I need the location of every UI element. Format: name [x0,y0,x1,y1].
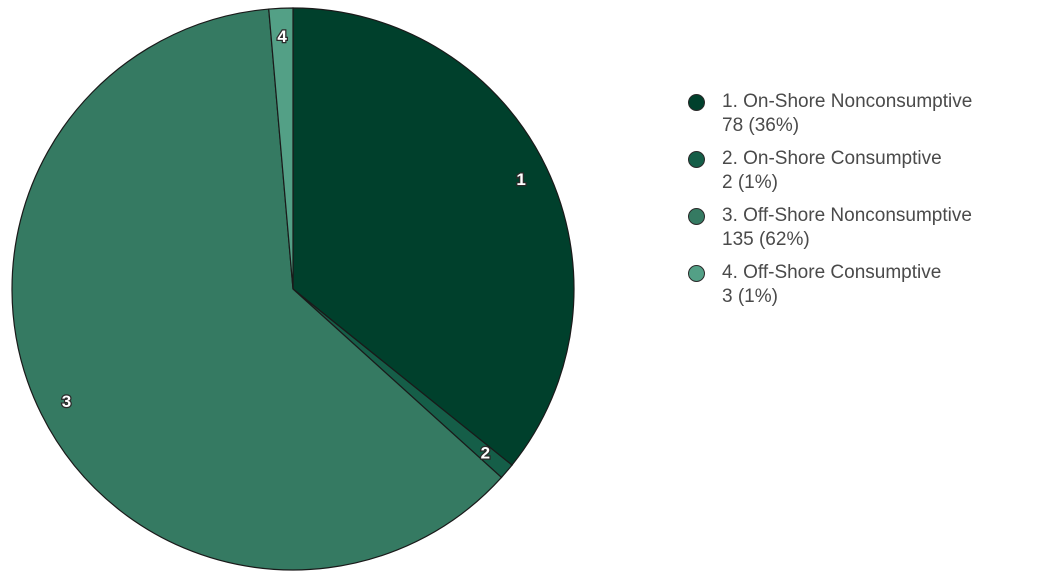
legend-item-1: 1. On-Shore Nonconsumptive 78 (36%) [686,90,1056,138]
pie-slice-1 [292,7,575,466]
pie-slice-label-1: 1 [516,170,525,189]
pie-slice-4 [268,7,294,290]
legend-swatch-icon [688,151,705,168]
legend-swatch-icon [688,265,705,282]
legend-item-3: 3. Off-Shore Nonconsumptive 135 (62%) [686,204,1056,252]
legend-swatch-icon [688,94,705,111]
pie-slice-label-2: 2 [481,444,490,463]
pie-slices [11,7,575,571]
pie-slice-labels: 1 2 3 4 [61,26,528,464]
legend-entry-name: 1. On-Shore Nonconsumptive [722,91,973,112]
legend-swatch-icon [688,208,705,225]
legend-entry-value: 3 (1%) [722,286,778,307]
chart-legend: 1. On-Shore Nonconsumptive 78 (36%) 2. On-… [686,90,1056,318]
pie-slice-label-4: 4 [277,27,287,46]
legend-entry-value: 78 (36%) [722,115,800,136]
legend-entry-name: 3. Off-Shore Nonconsumptive [722,205,972,226]
legend-entry-value: 135 (62%) [722,229,810,250]
legend-entry-name: 2. On-Shore Consumptive [722,148,942,169]
legend-item-2: 2. On-Shore Consumptive 2 (1%) [686,147,1056,195]
pie-slice-3 [11,8,503,571]
legend-item-4: 4. Off-Shore Consumptive 3 (1%) [686,261,1056,309]
pie-slice-label-3: 3 [62,392,71,411]
legend-entry-value: 2 (1%) [722,172,778,193]
legend-entry-name: 4. Off-Shore Consumptive [722,262,942,283]
